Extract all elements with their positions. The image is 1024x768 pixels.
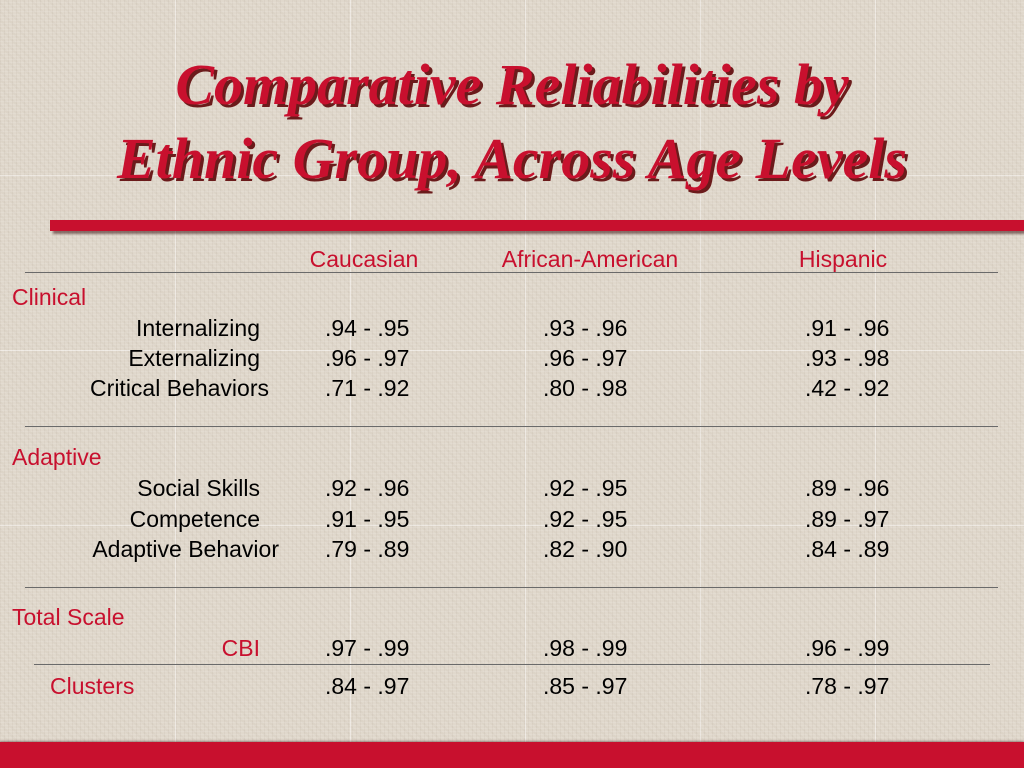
cell-cbi-hispanic: .96 - .99 xyxy=(805,635,890,661)
row-label-externalizing: Externalizing xyxy=(128,345,260,371)
slide-title-line-1: Comparative Reliabilities by xyxy=(175,52,849,117)
background-grid-line xyxy=(700,0,701,768)
column-header-african-american: African-American xyxy=(501,246,679,272)
section-rule xyxy=(25,587,998,588)
footer-bar xyxy=(0,742,1024,768)
clusters-rule xyxy=(34,664,990,665)
background-grid-line xyxy=(525,0,526,768)
cell-cbi-african-american: .98 - .99 xyxy=(543,635,628,661)
cell-competence-caucasian: .91 - .95 xyxy=(325,506,410,532)
cell-clusters-hispanic: .78 - .97 xyxy=(805,673,890,699)
cell-internalizing-african-american: .93 - .96 xyxy=(543,315,628,341)
background-grid-line xyxy=(175,0,176,768)
row-label-critical-behaviors: Critical Behaviors xyxy=(90,375,269,401)
background-grid-line xyxy=(0,350,1024,351)
background-grid-line xyxy=(0,175,1024,176)
header-rule xyxy=(25,272,998,273)
row-label-cbi: CBI xyxy=(221,635,260,661)
cell-adaptive-behavior-african-american: .82 - .90 xyxy=(543,536,628,562)
section-label-adaptive: Adaptive xyxy=(12,444,102,470)
cell-cbi-caucasian: .97 - .99 xyxy=(325,635,410,661)
cell-externalizing-hispanic: .93 - .98 xyxy=(805,345,890,371)
row-label-competence: Competence xyxy=(129,506,260,532)
section-rule xyxy=(25,426,998,427)
cell-competence-hispanic: .89 - .97 xyxy=(805,506,890,532)
row-label-social-skills: Social Skills xyxy=(137,475,260,501)
cell-competence-african-american: .92 - .95 xyxy=(543,506,628,532)
background-grid-line xyxy=(350,0,351,768)
cell-internalizing-hispanic: .91 - .96 xyxy=(805,315,890,341)
section-label-total-scale: Total Scale xyxy=(12,604,125,630)
cell-adaptive-behavior-caucasian: .79 - .89 xyxy=(325,536,410,562)
cell-social-skills-caucasian: .92 - .96 xyxy=(325,475,410,501)
column-header-hispanic: Hispanic xyxy=(798,246,888,272)
background-grid-line xyxy=(0,525,1024,526)
cell-social-skills-hispanic: .89 - .96 xyxy=(805,475,890,501)
cell-clusters-african-american: .85 - .97 xyxy=(543,673,628,699)
column-header-caucasian: Caucasian xyxy=(309,246,419,272)
cell-critical-behaviors-caucasian: .71 - .92 xyxy=(325,375,410,401)
cell-internalizing-caucasian: .94 - .95 xyxy=(325,315,410,341)
cell-critical-behaviors-african-american: .80 - .98 xyxy=(543,375,628,401)
row-label-internalizing: Internalizing xyxy=(135,315,260,341)
cell-social-skills-african-american: .92 - .95 xyxy=(543,475,628,501)
cell-externalizing-african-american: .96 - .97 xyxy=(543,345,628,371)
title-divider-bar xyxy=(50,220,1024,231)
row-label-adaptive-behavior: Adaptive Behavior xyxy=(92,536,279,562)
cell-externalizing-caucasian: .96 - .97 xyxy=(325,345,410,371)
section-label-clinical: Clinical xyxy=(12,284,87,310)
cell-clusters-caucasian: .84 - .97 xyxy=(325,673,410,699)
cell-critical-behaviors-hispanic: .42 - .92 xyxy=(805,375,890,401)
cell-adaptive-behavior-hispanic: .84 - .89 xyxy=(805,536,890,562)
row-label-clusters: Clusters xyxy=(50,673,135,699)
background-grid-line xyxy=(875,0,876,768)
slide-title-line-2: Ethnic Group, Across Age Levels xyxy=(117,126,907,191)
